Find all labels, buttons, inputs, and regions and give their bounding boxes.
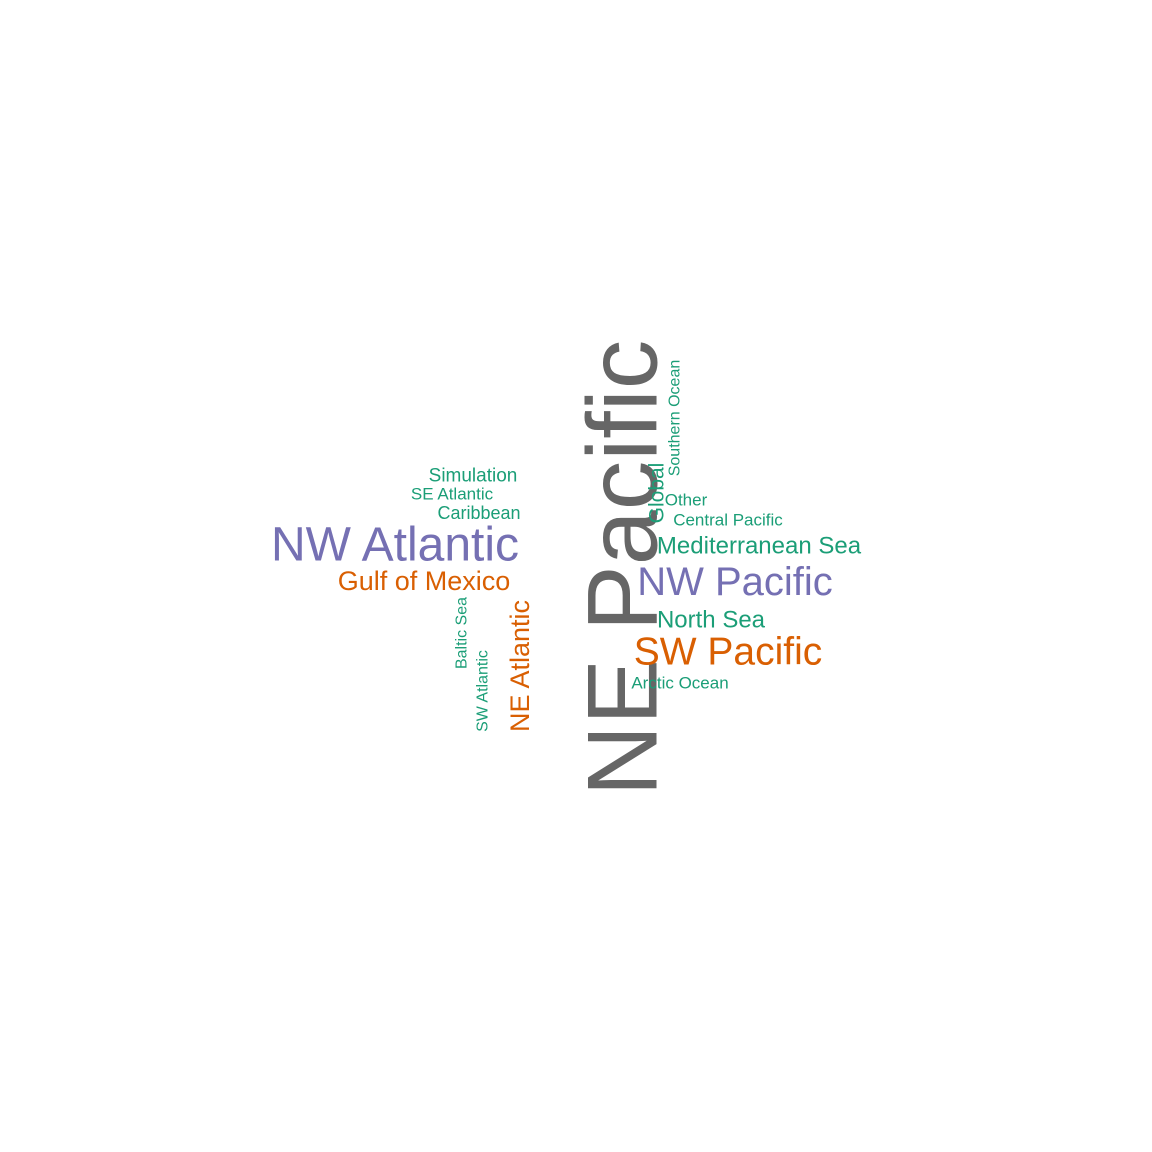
word-caribbean: Caribbean bbox=[437, 503, 520, 523]
word-simulation: Simulation bbox=[429, 466, 518, 487]
word-arctic-ocean: Arctic Ocean bbox=[631, 674, 728, 693]
word-global: Global bbox=[646, 463, 669, 524]
word-sw-pacific: SW Pacific bbox=[634, 631, 823, 674]
word-north-sea: North Sea bbox=[657, 607, 766, 634]
word-nw-pacific: NW Pacific bbox=[637, 560, 833, 604]
word-southern-ocean: Southern Ocean bbox=[667, 360, 684, 477]
word-mediterranean-sea: Mediterranean Sea bbox=[657, 533, 862, 560]
word-se-atlantic: SE Atlantic bbox=[411, 485, 494, 504]
word-baltic-sea: Baltic Sea bbox=[454, 597, 471, 669]
word-sw-atlantic: SW Atlantic bbox=[475, 650, 492, 732]
word-other: Other bbox=[665, 491, 708, 510]
word-gulf-of-mexico: Gulf of Mexico bbox=[338, 566, 511, 596]
word-central-pacific: Central Pacific bbox=[673, 511, 783, 530]
word-nw-atlantic: NW Atlantic bbox=[271, 519, 519, 572]
word-ne-pacific: NE Pacific bbox=[567, 340, 678, 797]
word-ne-atlantic: NE Atlantic bbox=[505, 600, 535, 732]
